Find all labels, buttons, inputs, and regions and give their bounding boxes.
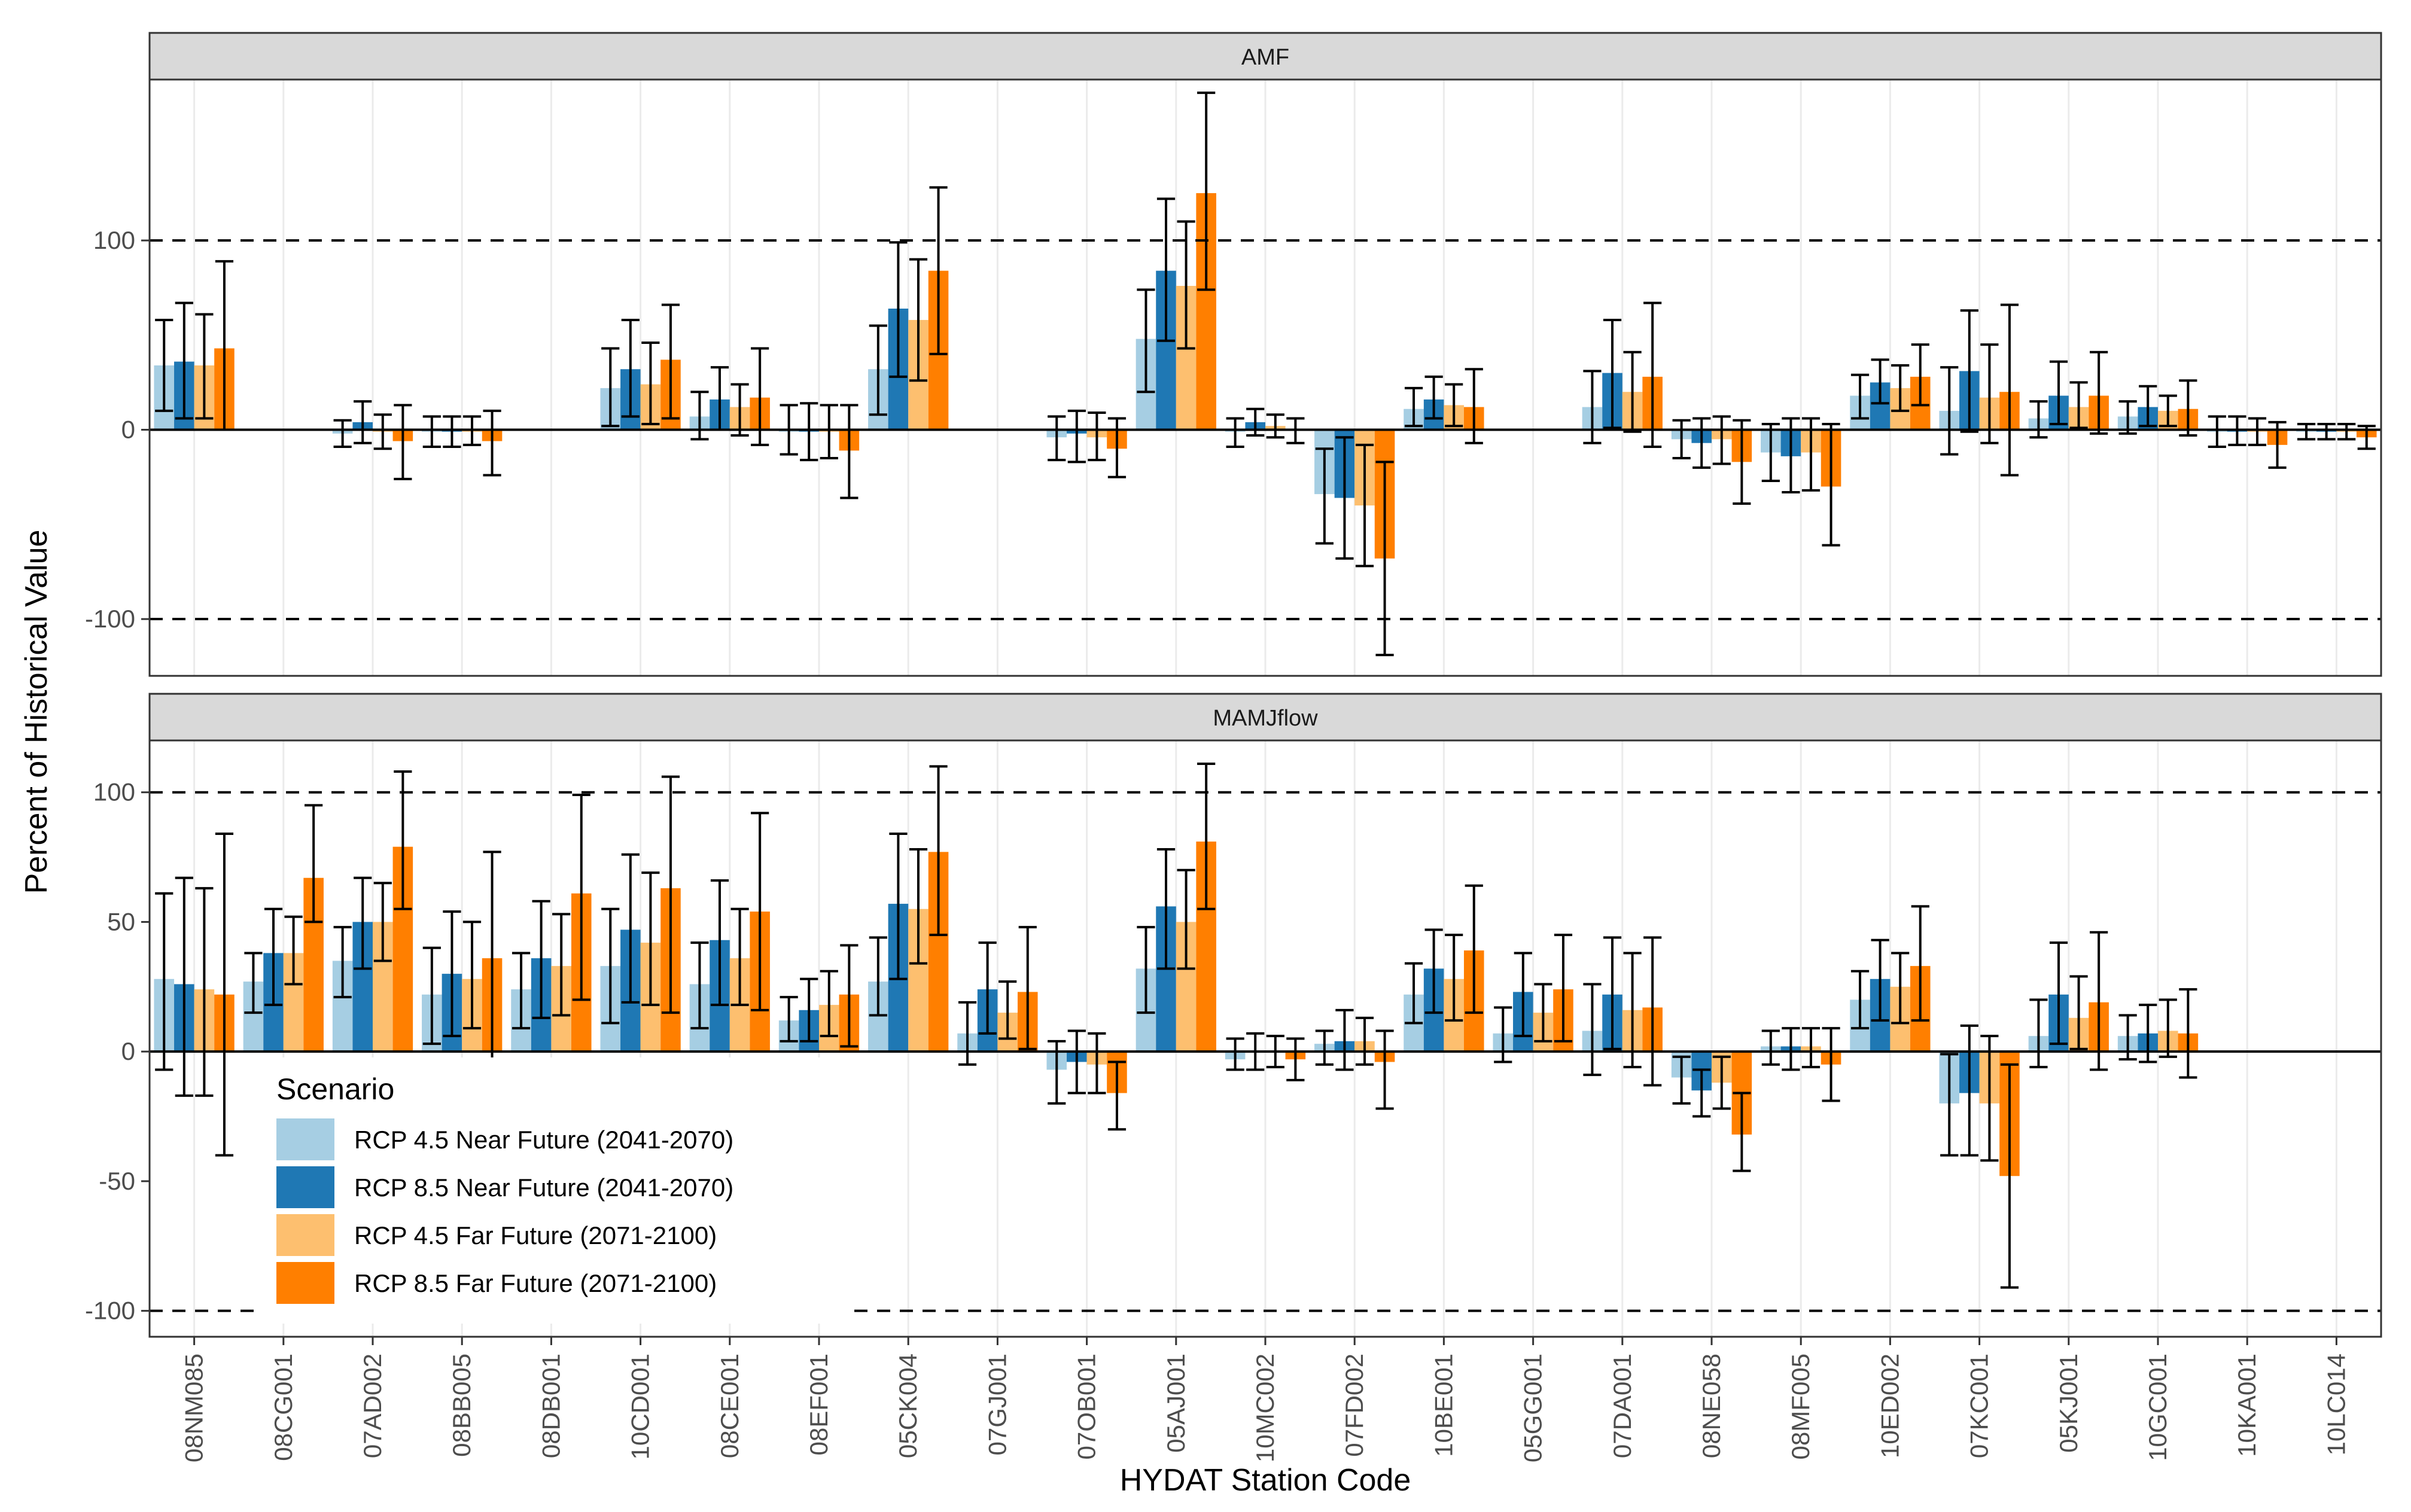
x-tick-label: 07FD002 xyxy=(1340,1354,1368,1457)
x-axis-title: HYDAT Station Code xyxy=(1120,1463,1411,1498)
legend-swatch-rcp45-near xyxy=(276,1118,334,1160)
y-tick-label-amf: 100 xyxy=(93,226,135,254)
x-tick-label: 07GJ001 xyxy=(983,1354,1011,1455)
legend-label-rcp85-far: RCP 8.5 Far Future (2071-2100) xyxy=(354,1269,717,1297)
x-tick-label: 08MF005 xyxy=(1786,1354,1815,1459)
x-tick-label: 08EF001 xyxy=(805,1354,833,1455)
panel-strip-amf xyxy=(148,32,2382,81)
panel-title-amf: AMF xyxy=(1241,45,1289,70)
x-tick-label: 07DA001 xyxy=(1608,1354,1636,1458)
legend-label-rcp45-far: RCP 4.5 Far Future (2071-2100) xyxy=(354,1221,717,1249)
panel-frame-amf xyxy=(148,78,2382,677)
x-tick-label: 10CD001 xyxy=(626,1354,654,1459)
x-tick-label: 10GC001 xyxy=(2144,1354,2172,1461)
x-tick-label: 07OB001 xyxy=(1073,1354,1101,1459)
x-tick-label: 07AD002 xyxy=(358,1354,386,1458)
panel-strip-mamjflow xyxy=(148,693,2382,742)
legend-label-rcp85-near: RCP 8.5 Near Future (2041-2070) xyxy=(354,1173,733,1202)
x-tick-label: 05CK004 xyxy=(894,1354,922,1458)
y-tick-label-mamjflow: -50 xyxy=(99,1167,135,1195)
x-tick-label: 10ED002 xyxy=(1876,1354,1904,1458)
x-tick-label: 05AJ001 xyxy=(1162,1354,1190,1453)
legend-swatch-rcp85-near xyxy=(276,1166,334,1208)
legend: Scenario RCP 4.5 Near Future (2041-2070)… xyxy=(256,1057,854,1324)
y-tick-label-mamjflow: 50 xyxy=(107,907,135,935)
x-tick-label: 10LC014 xyxy=(2322,1354,2350,1455)
y-tick-label-amf: 0 xyxy=(121,416,135,444)
y-axis-title: Percent of Historical Value xyxy=(19,530,54,894)
legend-background xyxy=(256,1057,854,1324)
x-tick-label: 08NE058 xyxy=(1697,1354,1725,1458)
y-tick-label-mamjflow: -100 xyxy=(85,1297,135,1325)
legend-swatch-rcp85-far xyxy=(276,1262,334,1304)
x-tick-label: 08CE001 xyxy=(716,1354,744,1458)
x-tick-label: 05KJ001 xyxy=(2054,1354,2083,1453)
y-tick-label-mamjflow: 0 xyxy=(121,1037,135,1065)
x-tick-label: 08DB001 xyxy=(537,1354,565,1458)
legend-label-rcp45-near: RCP 4.5 Near Future (2041-2070) xyxy=(354,1126,733,1154)
x-tick-label: 08NM085 xyxy=(180,1354,208,1462)
x-tick-label: 10BE001 xyxy=(1429,1354,1457,1457)
x-tick-label: 05GG001 xyxy=(1519,1354,1547,1462)
y-tick-label-mamjflow: 100 xyxy=(93,778,135,806)
x-tick-label: 08CG001 xyxy=(269,1354,297,1461)
panel-title-mamjflow: MAMJflow xyxy=(1213,706,1318,731)
legend-title: Scenario xyxy=(276,1072,394,1106)
y-tick-label-amf: -100 xyxy=(85,605,135,633)
x-tick-label: 07KC001 xyxy=(1965,1354,1993,1458)
legend-swatch-rcp45-far xyxy=(276,1214,334,1256)
x-tick-label: 10MC002 xyxy=(1251,1354,1279,1462)
x-tick-label: 10KA001 xyxy=(2233,1354,2261,1457)
x-tick-label: 08BB005 xyxy=(448,1354,476,1457)
